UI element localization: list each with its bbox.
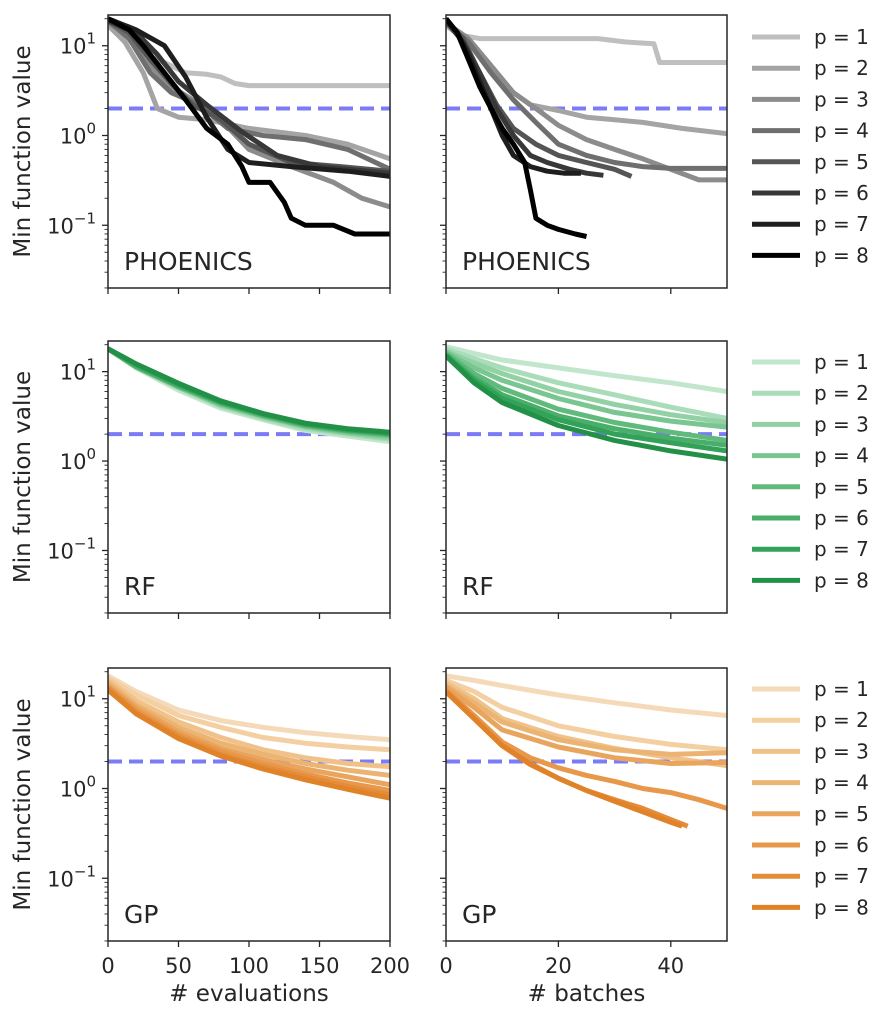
series-line-p=8: [108, 688, 390, 801]
series-line-p=3: [446, 20, 727, 183]
panel-rf-batches: RF: [440, 340, 728, 619]
legend-label: p = 6: [814, 506, 869, 530]
y-tick-label: 10−1: [47, 534, 96, 563]
panel-method-label: PHOENICS: [462, 247, 591, 276]
plot-layer: 10−1 100 101 PHOENICS PHOENICS Min function v…: [10, 14, 869, 1007]
series-line-p=2: [446, 678, 727, 753]
panel-method-label: GP: [462, 900, 496, 929]
x-tick-label: 150: [299, 954, 339, 978]
legend-label: p = 4: [814, 444, 869, 468]
y-axis-label: Min function value: [10, 698, 36, 910]
legend-label: p = 3: [814, 412, 869, 436]
x-tick-label: 0: [101, 954, 114, 978]
legend-label: p = 1: [814, 677, 869, 701]
y-tick-label: 100: [60, 772, 96, 801]
series-line-p=6: [108, 18, 390, 176]
legend-label: p = 7: [814, 212, 869, 236]
series-line-p=8: [108, 16, 390, 237]
legend-label: p = 3: [814, 87, 869, 111]
axes-frame: [445, 340, 728, 614]
legend-label: p = 7: [814, 537, 869, 561]
series-line-p=2: [108, 23, 390, 162]
panel-method-label: RF: [462, 572, 494, 601]
series-line-p=8: [108, 346, 390, 435]
axes-frame: [445, 14, 728, 289]
panel-phoenics-evaluations: 10−1 100 101 PHOENICS: [47, 14, 391, 294]
y-tick-label: 100: [60, 119, 96, 148]
y-tick-label: 10−1: [47, 862, 96, 891]
panel-phoenics-batches: PHOENICS: [440, 14, 728, 294]
axes-frame: [445, 667, 728, 942]
series-line-p=5: [446, 684, 727, 766]
x-axis-label: # evaluations: [169, 981, 329, 1007]
series-line-p=4: [446, 350, 727, 430]
legend-label: p = 6: [814, 833, 869, 857]
legend-label: p = 2: [814, 381, 869, 405]
panel-rf-evaluations: 10−1 100 101 RF: [47, 340, 391, 619]
panel-method-label: GP: [124, 900, 158, 929]
series-line-p=4: [446, 20, 727, 171]
series-line-p=3: [108, 678, 390, 770]
legend-gp: p = 1 p = 2 p = 3 p = 4 p = 5 p = 6 p = 7 p = 8: [752, 677, 869, 919]
panel-gp-batches: 0 20 40 # batches GP: [439, 667, 728, 1007]
y-tick-label: 101: [60, 683, 96, 712]
legend-phoenics: p = 1 p = 2 p = 3 p = 4 p = 5 p = 6 p = 7 p = 8: [752, 25, 869, 267]
legend-label: p = 8: [814, 243, 869, 267]
x-tick-label: 40: [657, 954, 684, 978]
y-axis-label: Min function value: [10, 371, 36, 583]
legend-label: p = 4: [814, 771, 869, 795]
x-tick-label: 200: [370, 954, 410, 978]
legend-label: p = 1: [814, 350, 869, 374]
x-tick-label: 100: [229, 954, 269, 978]
series-line-p=1: [446, 20, 727, 65]
series-line-p=6: [446, 688, 727, 811]
series-line-p=3: [446, 680, 727, 769]
series-line-p=1: [446, 673, 727, 718]
panel-method-label: RF: [124, 572, 156, 601]
legend-rf: p = 1 p = 2 p = 3 p = 4 p = 5 p = 6 p = 7 p = 8: [752, 350, 869, 592]
y-tick-label: 101: [60, 356, 96, 385]
legend-label: p = 5: [814, 475, 869, 499]
x-tick-label: 0: [439, 954, 452, 978]
y-tick-label: 100: [60, 445, 96, 474]
legend-label: p = 8: [814, 568, 869, 592]
legend-label: p = 4: [814, 119, 869, 143]
legend-label: p = 6: [814, 181, 869, 205]
legend-label: p = 2: [814, 708, 869, 732]
legend-label: p = 3: [814, 739, 869, 763]
legend-label: p = 5: [814, 150, 869, 174]
x-tick-label: 50: [165, 954, 192, 978]
series-line-p=1: [108, 673, 390, 743]
series-line-p=5: [446, 351, 727, 443]
legend-label: p = 8: [814, 895, 869, 919]
x-axis-label: # batches: [528, 981, 646, 1007]
series-line-p=8: [446, 689, 683, 829]
legend-label: p = 1: [814, 25, 869, 49]
y-tick-label: 101: [60, 30, 96, 59]
series-line-p=4: [446, 683, 727, 757]
panel-gp-evaluations: 10−1 100 101 0 50 100 150 200 # evaluations GP: [47, 667, 410, 1007]
y-tick-label: 10−1: [47, 209, 96, 238]
series-line-p=2: [108, 675, 390, 753]
series-line-p=8: [446, 354, 727, 462]
series-line-p=1: [446, 344, 727, 394]
x-tick-label: 20: [545, 954, 572, 978]
legend-label: p = 2: [814, 56, 869, 80]
y-axis-label: Min function value: [10, 45, 36, 257]
legend-label: p = 7: [814, 864, 869, 888]
series-line-p=8: [446, 17, 588, 239]
panel-method-label: PHOENICS: [124, 247, 253, 276]
series-line-p=3: [446, 348, 727, 425]
series-line-p=2: [446, 346, 727, 421]
legend-label: p = 5: [814, 802, 869, 826]
